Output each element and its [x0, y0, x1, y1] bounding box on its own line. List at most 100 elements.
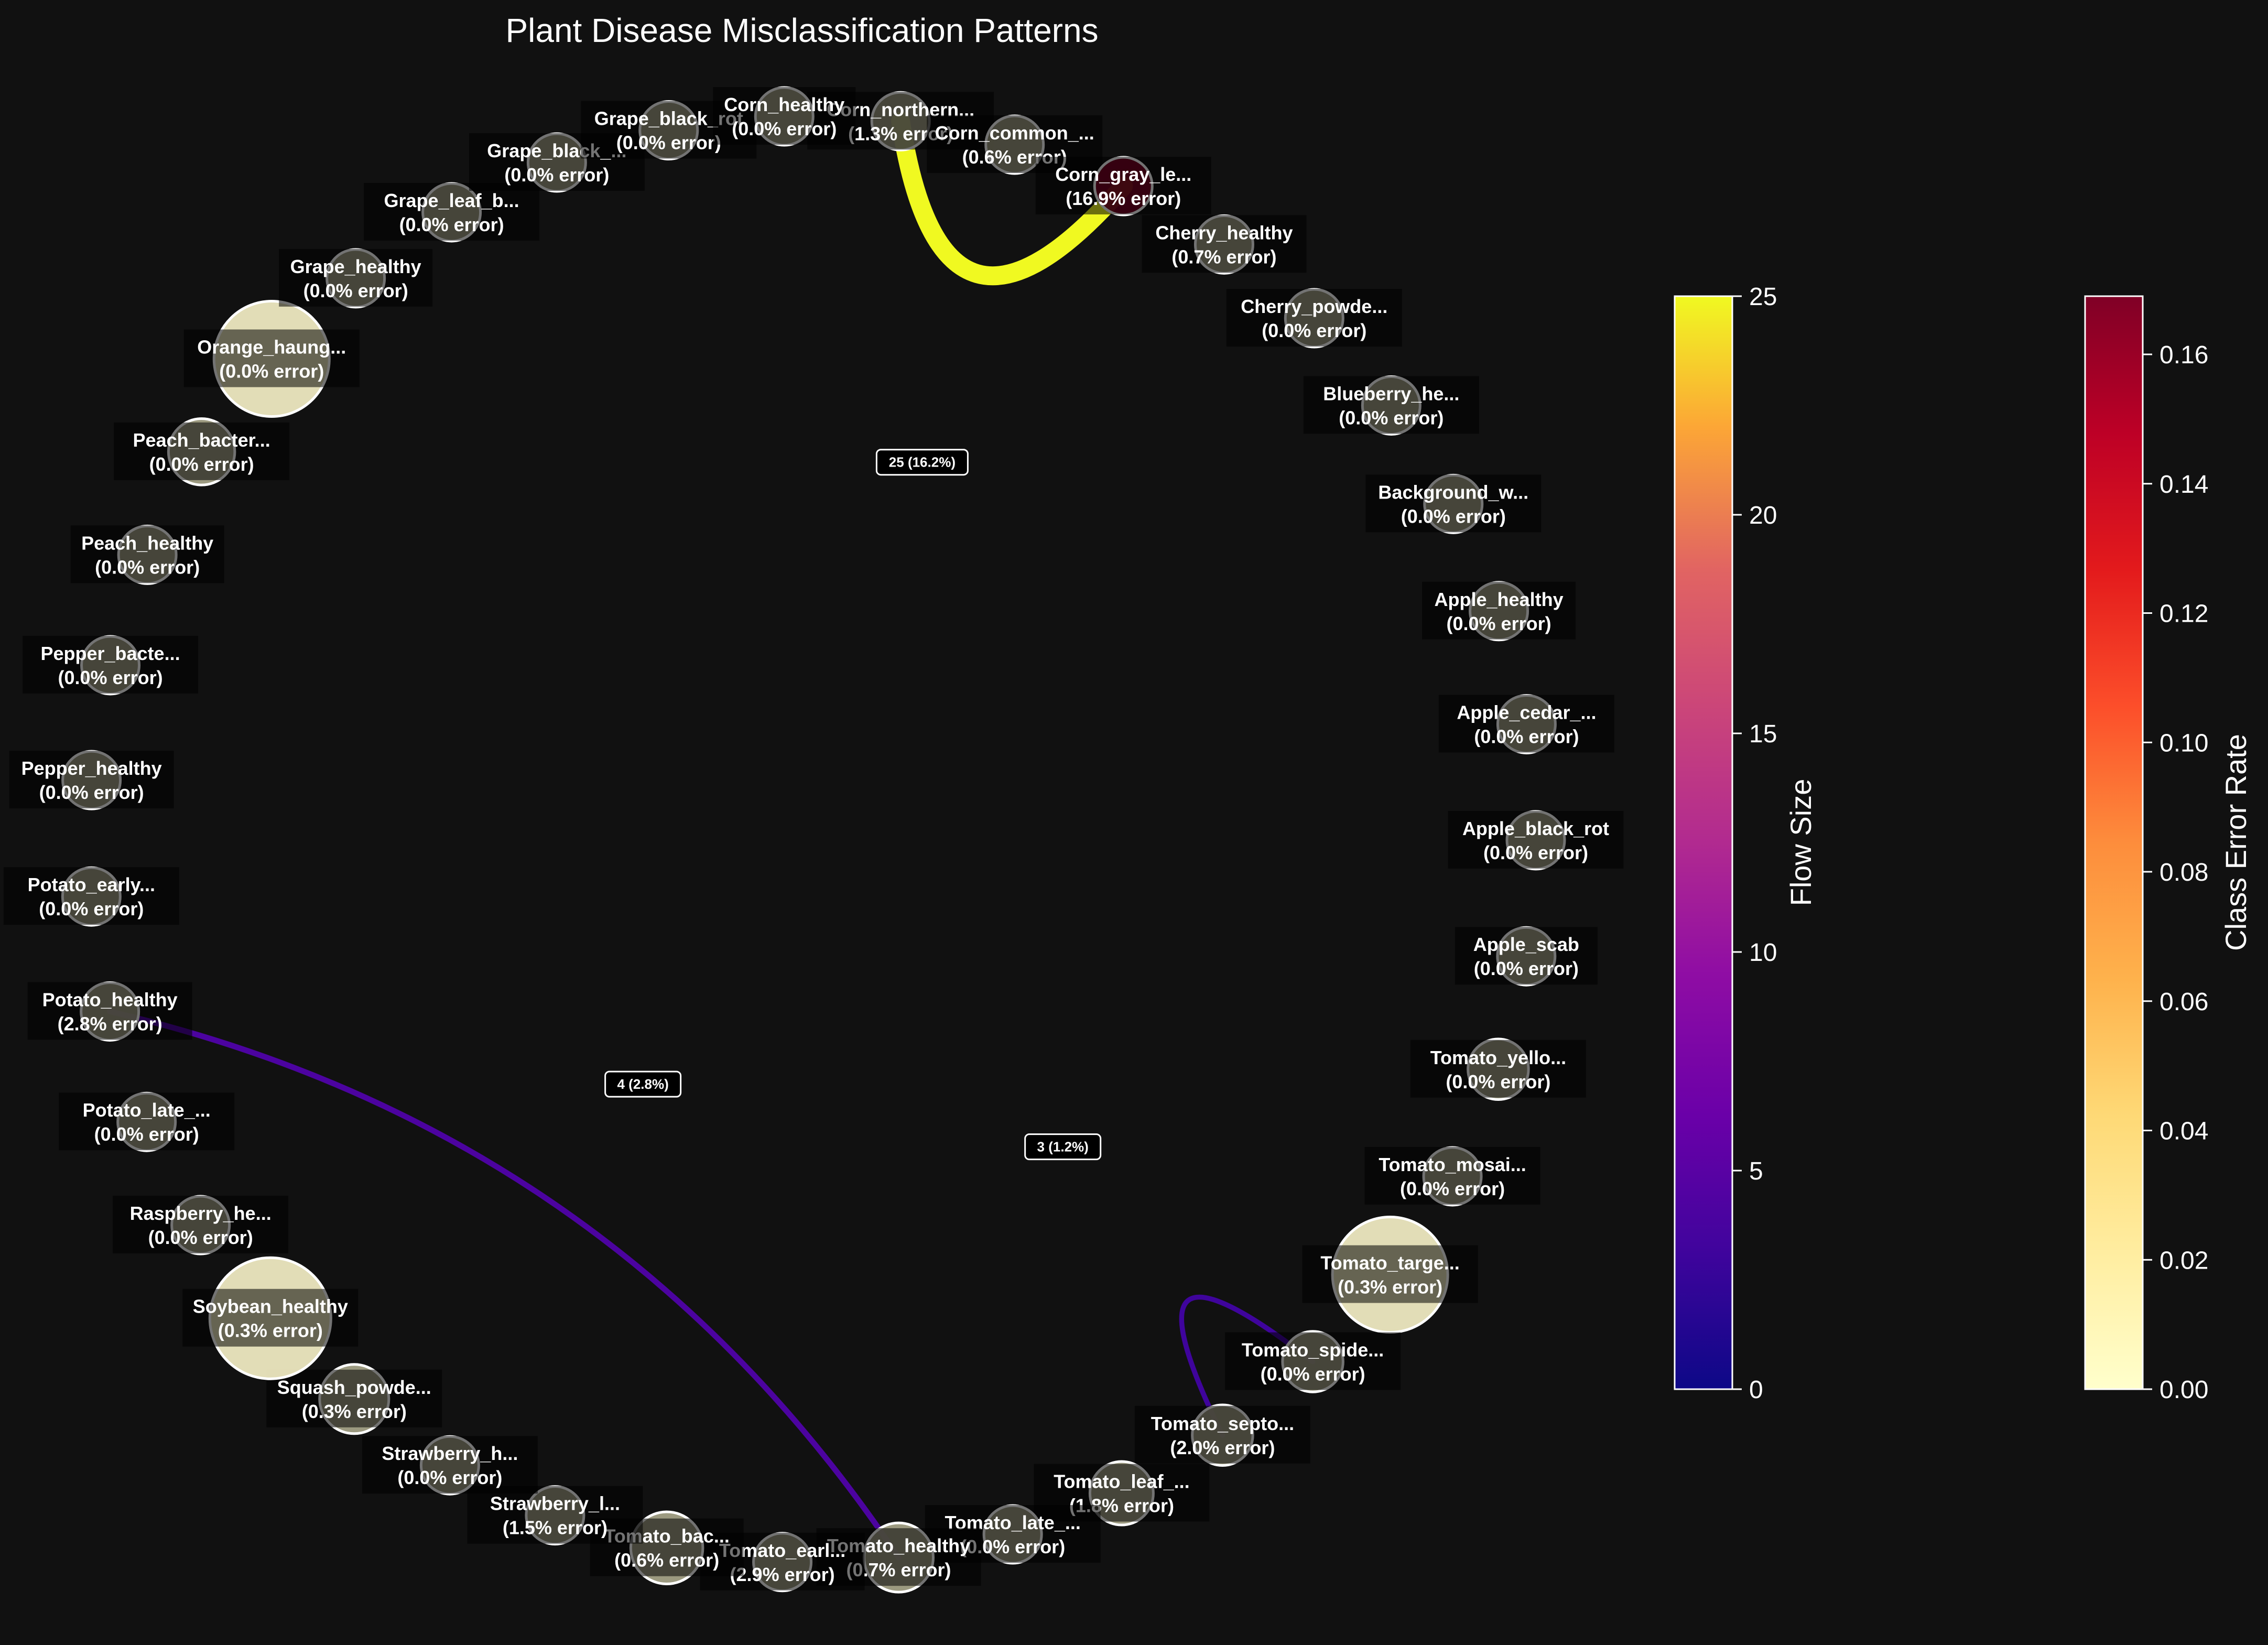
colorbar-tick-label: 10 [1749, 939, 1777, 967]
node-error-text: (0.0% error) [732, 118, 837, 139]
node-16: Tomato_leaf_...(1.8% error) [1034, 1460, 1210, 1527]
node-24: Soybean_healthy (0.3% error) [182, 1256, 359, 1380]
node-6: Background_w...(0.0% error) [1365, 473, 1542, 534]
node-label: Grape_healthy [290, 256, 421, 277]
colorbar-error-rate-title: Class Error Rate [2219, 734, 2252, 951]
node-23: Squash_powde... (0.3% error) [266, 1363, 442, 1435]
node-4: Cherry_powde... (0.0% error) [1226, 288, 1402, 349]
flow-label-0: 25 (16.2%) [875, 449, 969, 476]
node-label: Soybean_healthy [193, 1296, 348, 1317]
node-error-text: (0.0% error) [397, 1467, 502, 1488]
node-error-text: (0.0% error) [1401, 505, 1506, 527]
node-28: Potato_early... (0.0% error) [3, 866, 179, 927]
colorbar-tick-label: 0.08 [2160, 859, 2208, 886]
node-error-text: (0.6% error) [614, 1550, 719, 1571]
node-25: Raspberry_he... (0.0% error) [113, 1195, 289, 1256]
node-error-text: (0.0% error) [1483, 842, 1588, 863]
node-error-text: (0.0% error) [1474, 726, 1579, 747]
colorbar-tick-label: 0.10 [2160, 729, 2208, 757]
node-label: Corn_common_... [935, 122, 1094, 144]
node-error-text: (0.0% error) [1447, 613, 1551, 634]
node-label: Cherry_powde... [1241, 296, 1387, 317]
flow-arc-2 [1179, 1294, 1316, 1438]
node-label: Corn_gray_le... [1055, 164, 1191, 185]
flow-arc-1 [107, 1009, 902, 1561]
svg-text:3 (1.2%): 3 (1.2%) [1037, 1139, 1089, 1155]
node-error-text: (0.0% error) [39, 898, 144, 919]
node-30: Pepper_bacte... (0.0% error) [23, 635, 199, 696]
colorbar-tick-label: 0.14 [2160, 471, 2208, 499]
node-label: Tomato_septo... [1151, 1413, 1294, 1434]
node-error-text: (0.0% error) [616, 132, 721, 154]
node-label: Apple_black_rot [1462, 818, 1609, 839]
node-error-text: (0.0% error) [1400, 1178, 1505, 1199]
node-7: Apple_healthy (0.0% error) [1422, 581, 1576, 642]
node-label: Pepper_bacte... [40, 643, 180, 664]
node-label: Strawberry_h... [382, 1443, 518, 1464]
node-10: Apple_scab (0.0% error) [1455, 926, 1598, 987]
node-error-text: (16.9% error) [1066, 188, 1181, 209]
node-label: Apple_healthy [1435, 589, 1564, 610]
svg-text:4 (2.8%): 4 (2.8%) [617, 1076, 669, 1092]
node-38: Corn_healthy (0.0% error) [713, 86, 856, 147]
colorbar-error-rate: 0.00 0.02 0.04 0.06 0.08 0.10 0.12 0.14 0.16 Cla… [2084, 295, 2252, 1404]
node-label: Potato_early... [28, 874, 155, 895]
colorbar-tick-label: 0.04 [2160, 1118, 2208, 1145]
node-error-text: (0.0% error) [399, 214, 504, 235]
node-error-text: (0.3% error) [302, 1401, 407, 1422]
node-error-text: (0.0% error) [1474, 958, 1579, 979]
node-error-text: (0.0% error) [303, 280, 408, 301]
node-8: Apple_cedar_... (0.0% error) [1438, 694, 1614, 754]
node-26: Potato_late_...(0.0% error) [59, 1091, 235, 1152]
colorbar-flow-size: 0 5 10 15 20 25 Flow Size [1674, 283, 1817, 1404]
colorbar-tick-label: 25 [1749, 283, 1777, 311]
node-error-text: (2.9% error) [730, 1564, 835, 1585]
node-5: Blueberry_he... (0.0% error) [1303, 375, 1479, 436]
node-27: Potato_healthy (2.8% error) [27, 981, 192, 1042]
node-error-text: (0.0% error) [1261, 1363, 1365, 1385]
node-error-text: (0.0% error) [149, 453, 254, 475]
node-label: Background_w... [1378, 481, 1528, 503]
node-34: Grape_healthy (0.0% error) [279, 248, 433, 309]
node-label: Strawberry_l... [490, 1493, 620, 1514]
node-label: Tomato_yello... [1430, 1047, 1566, 1068]
node-error-text: (0.0% error) [39, 782, 144, 803]
node-15: Tomato_septo... (2.0% error) [1134, 1403, 1310, 1467]
colorbar-tick-label: 0.16 [2160, 341, 2208, 369]
node-label: Potato_late_... [83, 1099, 211, 1121]
node-error-text: (2.8% error) [58, 1013, 162, 1034]
node-label: Tomato_leaf_... [1054, 1471, 1189, 1492]
node-label: Potato_healthy [42, 989, 178, 1010]
colorbar-error-rate-gradient [2084, 295, 2144, 1390]
flow-label-1: 4 (2.8%) [604, 1070, 682, 1098]
node-32: Peach_bacter...(0.0% error) [114, 417, 290, 486]
node-error-text: (0.0% error) [1262, 320, 1366, 341]
node-label: Peach_healthy [81, 532, 213, 554]
colorbar-tick-label: 0.02 [2160, 1247, 2208, 1274]
node-label: Squash_powde... [277, 1377, 431, 1398]
node-error-text: (0.0% error) [1446, 1071, 1550, 1092]
node-33: Orange_haung... (0.0% error) [183, 300, 360, 418]
colorbar-tick-label: 0.12 [2160, 600, 2208, 628]
node-label: Tomato_spide... [1242, 1339, 1384, 1361]
svg-text:25 (16.2%): 25 (16.2%) [889, 454, 956, 470]
node-error-text: (0.0% error) [219, 361, 324, 382]
node-1: Corn_common_...(0.6% error) [927, 114, 1103, 175]
node-3: Cherry_healthy (0.7% error) [1142, 214, 1307, 275]
flow-labels-layer: 25 (16.2%) 4 (2.8%) 3 (1.2%) [604, 449, 1102, 1161]
node-error-text: (0.3% error) [218, 1320, 323, 1341]
node-9: Apple_black_rot (0.0% error) [1448, 810, 1624, 871]
node-label: Tomato_targe... [1320, 1252, 1459, 1274]
node-label: Grape_leaf_b... [384, 190, 519, 211]
node-label: Corn_healthy [724, 94, 844, 115]
node-label: Peach_bacter... [133, 429, 270, 451]
colorbar-tick-label: 15 [1749, 720, 1777, 748]
node-29: Pepper_healthy (0.0% error) [9, 750, 174, 810]
colorbar-tick-label: 20 [1749, 502, 1777, 529]
node-label: Orange_haung... [197, 337, 346, 358]
node-14: Tomato_spide...(0.0% error) [1225, 1330, 1401, 1393]
node-error-text: (0.0% error) [1339, 407, 1444, 428]
node-31: Peach_healthy(0.0% error) [70, 524, 224, 585]
node-label: Apple_cedar_... [1457, 701, 1596, 723]
node-35: Grape_leaf_b... (0.0% error) [364, 182, 540, 243]
